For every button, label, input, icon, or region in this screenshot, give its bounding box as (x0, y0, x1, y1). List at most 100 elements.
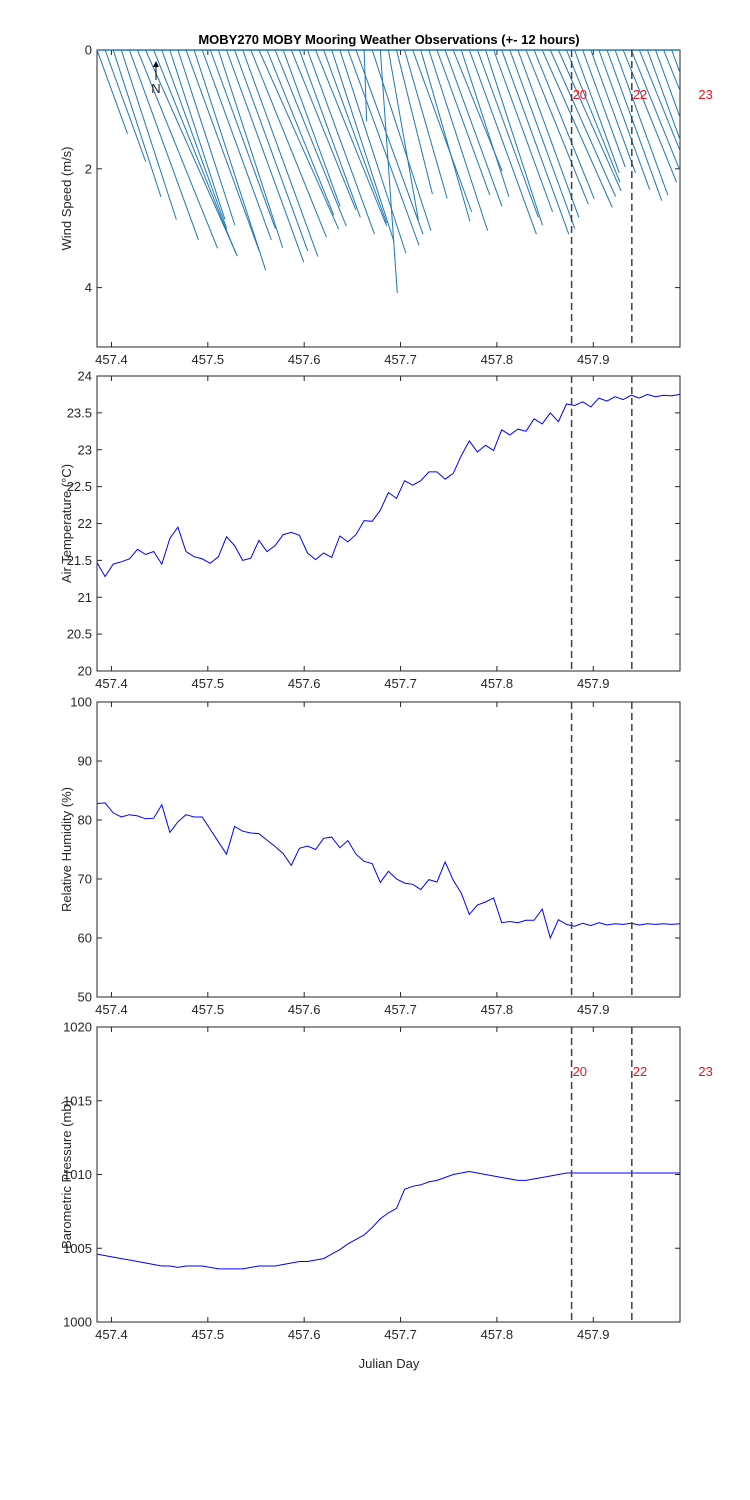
wind-vector (120, 50, 177, 220)
y-axis-label: Wind Speed (m/s) (59, 146, 74, 250)
north-arrow-head (153, 61, 159, 67)
y-tick-label: 2 (85, 161, 92, 176)
x-tick-label: 457.6 (288, 1002, 321, 1017)
wind-vector (97, 50, 128, 134)
wind-vector (331, 50, 395, 243)
wind-vector (153, 50, 237, 254)
series-line (97, 393, 680, 578)
wind-vector (638, 50, 680, 152)
x-tick-label: 457.6 (288, 676, 321, 691)
x-tick-label: 457.9 (577, 676, 610, 691)
wind-vector (323, 50, 388, 224)
wind-vector (363, 50, 368, 122)
wind-vector (298, 50, 361, 218)
x-tick-label: 457.6 (288, 1327, 321, 1342)
wind-vector (557, 50, 622, 192)
wind-vector (541, 50, 613, 208)
wind-vector (590, 50, 636, 173)
y-tick-label: 1000 (63, 1315, 92, 1330)
wind-vector (242, 50, 319, 257)
x-tick-label: 457.4 (95, 352, 128, 367)
wind-vector (493, 50, 554, 213)
y-tick-label: 20.5 (67, 627, 92, 642)
wind-vector (339, 50, 407, 254)
axes-box (96, 1026, 681, 1323)
wind-vector (501, 50, 570, 235)
plot-area (97, 802, 680, 940)
wind-vector (347, 50, 420, 246)
wind-vector (460, 50, 510, 198)
wind-vector (420, 50, 471, 222)
y-tick-label: 21.5 (67, 553, 92, 568)
y-tick-label: 50 (78, 990, 92, 1005)
wind-vector (104, 50, 147, 162)
y-tick-label: 20 (78, 664, 92, 679)
wind-vector (646, 50, 680, 141)
wind-vector (128, 50, 199, 240)
wind-vector (655, 50, 680, 119)
y-tick-label: 60 (78, 931, 92, 946)
wind-vector (258, 50, 340, 230)
time-marker-label: 20 (573, 1064, 587, 1079)
x-tick-label: 457.8 (481, 676, 514, 691)
y-tick-label: 0 (85, 43, 92, 58)
x-tick-label: 457.8 (481, 1327, 514, 1342)
wind-vector (145, 50, 238, 257)
y-axis-label: Relative Humidity (%) (59, 787, 74, 912)
wind-vector (379, 50, 398, 293)
x-tick-label: 457.8 (481, 352, 514, 367)
y-tick-label: 1015 (63, 1093, 92, 1108)
wind-vector (574, 50, 620, 173)
north-label: N (151, 81, 160, 96)
wind-vector (517, 50, 580, 218)
wind-vector (525, 50, 589, 205)
wind-vector (306, 50, 375, 235)
panel-3: 1000 1005 1010 1015 1020 457.4 457.5 457.6 457.7… (59, 1020, 713, 1343)
y-axis-label: Air Temperature (°C) (59, 464, 74, 583)
x-tick-label: 457.4 (95, 1327, 128, 1342)
wind-vector (193, 50, 267, 271)
wind-vector (355, 50, 424, 235)
y-tick-label: 21 (78, 590, 92, 605)
wind-vector (412, 50, 473, 213)
wind-vector (679, 50, 680, 52)
y-tick-label: 4 (85, 280, 92, 295)
y-tick-label: 22.5 (67, 479, 92, 494)
time-marker-label: 22 (633, 1064, 647, 1079)
series-line (97, 1170, 680, 1270)
x-tick-label: 457.5 (192, 1327, 225, 1342)
wind-vector (282, 50, 341, 207)
y-tick-label: 90 (78, 754, 92, 769)
wind-vector (250, 50, 327, 238)
x-tick-label: 457.5 (192, 352, 225, 367)
time-marker-label: 22 (633, 87, 647, 102)
x-tick-label: 457.6 (288, 352, 321, 367)
x-tick-label: 457.8 (481, 1002, 514, 1017)
wind-vector (396, 50, 433, 195)
y-tick-label: 1010 (63, 1167, 92, 1182)
wind-vector (217, 50, 284, 248)
wind-vector (549, 50, 616, 197)
wind-vector (663, 50, 680, 92)
x-tick-label: 457.7 (384, 352, 417, 367)
x-tick-label: 457.9 (577, 1002, 610, 1017)
wind-vector (485, 50, 543, 226)
axes-box (96, 375, 681, 672)
figure-title: MOBY270 MOBY Mooring Weather Observation… (198, 32, 579, 47)
wind-vector (201, 50, 272, 240)
y-tick-label: 24 (78, 369, 92, 384)
wind-vector (185, 50, 260, 252)
plot-area (97, 393, 680, 578)
wind-vector (137, 50, 219, 249)
wind-vector (226, 50, 305, 263)
wind-vector (566, 50, 621, 183)
wind-vector (476, 50, 539, 218)
wind-vector (177, 50, 236, 226)
y-tick-label: 70 (78, 872, 92, 887)
x-tick-label: 457.5 (192, 1002, 225, 1017)
wind-vector (468, 50, 537, 235)
x-tick-label: 457.7 (384, 676, 417, 691)
wind-vector (387, 50, 419, 220)
wind-vector (209, 50, 276, 229)
